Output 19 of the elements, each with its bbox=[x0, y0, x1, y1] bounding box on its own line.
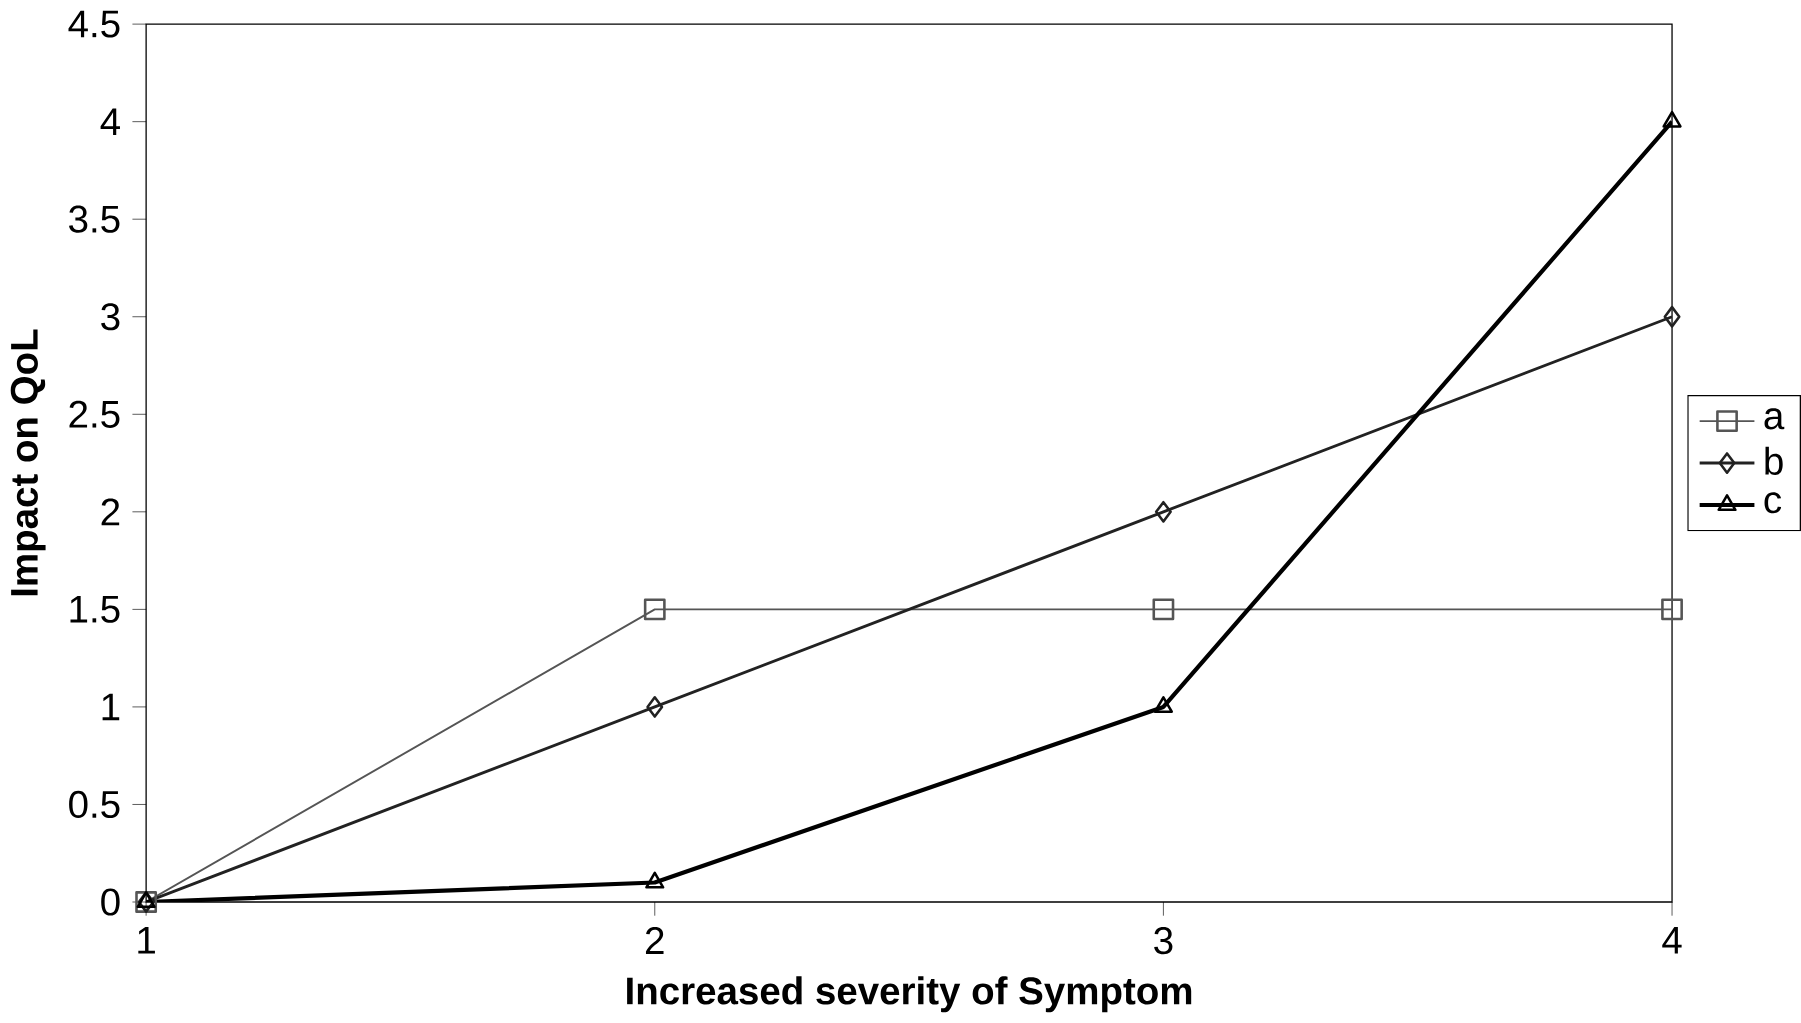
y-tick-label: 0.5 bbox=[69, 790, 120, 819]
x-tick-label: 2 bbox=[645, 927, 664, 954]
y-axis-title: Impact on QoL bbox=[10, 329, 46, 596]
x-tick-label: 3 bbox=[1154, 927, 1173, 955]
y-tick-label: 4 bbox=[100, 108, 120, 135]
legend-label: a bbox=[1764, 408, 1785, 430]
x-tick-label: 1 bbox=[138, 927, 155, 954]
y-tick-label: 0 bbox=[101, 888, 120, 916]
y-tick-label: 2.5 bbox=[69, 400, 120, 428]
y-tick-label: 3 bbox=[101, 303, 120, 331]
y-tick-label: 3.5 bbox=[69, 205, 120, 233]
x-tick-label: 4 bbox=[1662, 927, 1682, 954]
y-tick-label: 4.5 bbox=[68, 10, 120, 38]
legend-label: b bbox=[1765, 446, 1783, 476]
y-tick-label: 1 bbox=[102, 693, 120, 721]
y-tick-label: 1.5 bbox=[70, 596, 120, 623]
y-tick-label: 2 bbox=[101, 498, 120, 526]
x-axis-title: Increased severity of Symptom bbox=[627, 976, 1192, 1013]
legend-label: c bbox=[1764, 492, 1782, 514]
